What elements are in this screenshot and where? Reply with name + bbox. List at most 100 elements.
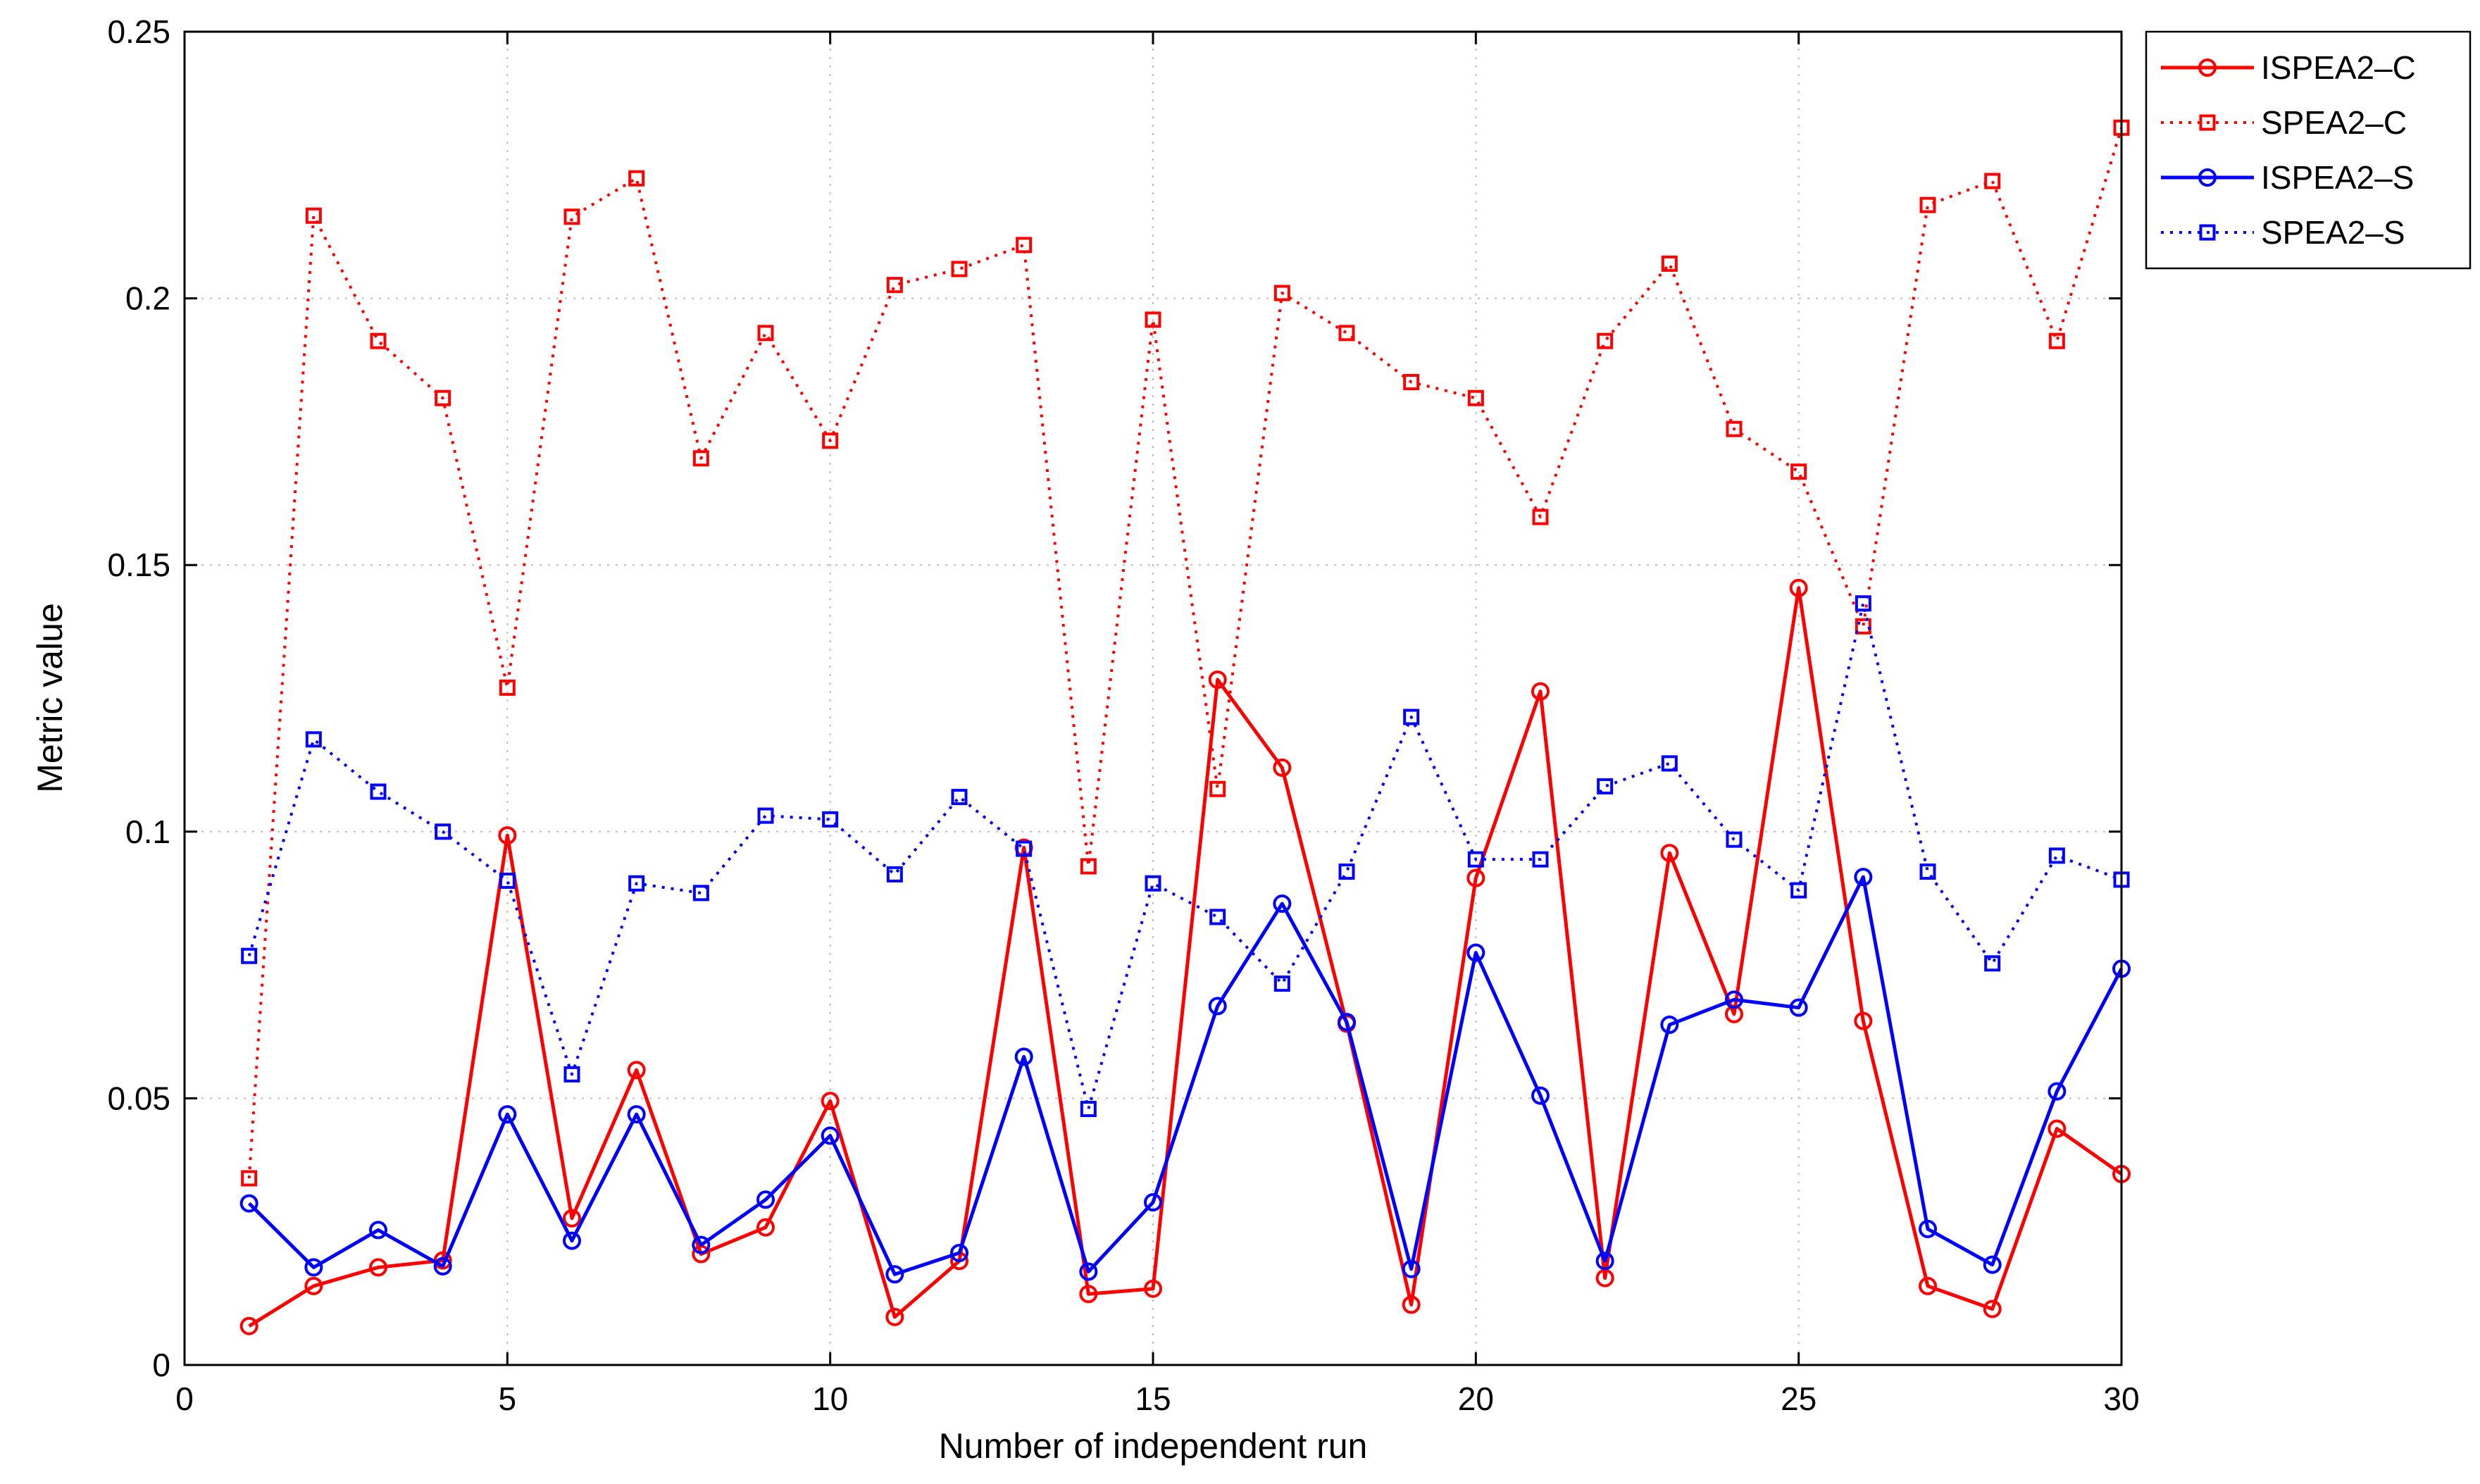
- legend-marker: [2198, 58, 2217, 77]
- data-point-ispea2-c: [1983, 1299, 2002, 1318]
- y-tick-label: 0.15: [107, 547, 170, 583]
- data-point-ispea2-s: [1660, 1015, 1679, 1034]
- data-point-ispea2-s: [1789, 998, 1808, 1017]
- data-point-ispea2-c: [1208, 670, 1227, 689]
- data-point-ispea2-s: [1466, 943, 1485, 962]
- data-point-ispea2-c: [1144, 1279, 1162, 1298]
- data-point-spea2-c: [1661, 255, 1678, 272]
- data-point-ispea2-c: [1789, 578, 1808, 597]
- data-point-ispea2-c: [304, 1276, 323, 1295]
- data-point-spea2-s: [1661, 755, 1678, 772]
- series-line-ispea2-s: [247, 875, 2124, 1276]
- data-point-spea2-s: [1855, 595, 1871, 612]
- data-point-spea2-s: [886, 866, 903, 883]
- data-point-spea2-s: [628, 875, 645, 892]
- data-point-spea2-s: [1467, 851, 1484, 868]
- data-point-ispea2-s: [239, 1194, 258, 1213]
- data-point-spea2-s: [822, 811, 839, 828]
- x-tick-label: 5: [499, 1380, 517, 1417]
- data-point-ispea2-c: [885, 1307, 904, 1326]
- axis-ticks: 0 5 10 15 20 25 30 0 0.05 0.1 0.15 0.2 0.25: [107, 13, 2139, 1417]
- data-point-ispea2-s: [1402, 1259, 1421, 1278]
- data-point-spea2-s: [435, 823, 451, 840]
- data-point-spea2-s: [1016, 840, 1033, 857]
- x-tick-label: 25: [1781, 1380, 1817, 1417]
- data-point-ispea2-c: [1466, 868, 1485, 887]
- data-point-spea2-s: [1338, 863, 1355, 880]
- data-point-spea2-c: [370, 332, 387, 349]
- data-point-spea2-c: [1726, 420, 1743, 437]
- data-point-spea2-s: [1984, 955, 2001, 972]
- data-point-ispea2-s: [2048, 1082, 2067, 1101]
- data-point-ispea2-c: [821, 1092, 840, 1111]
- data-point-spea2-s: [1273, 975, 1290, 992]
- data-point-spea2-c: [563, 208, 580, 225]
- data-point-ispea2-c: [1919, 1276, 1937, 1295]
- data-point-spea2-c: [2048, 332, 2065, 349]
- series-spea2-c: [241, 119, 2130, 1187]
- data-point-spea2-c: [886, 277, 903, 294]
- data-point-ispea2-c: [627, 1061, 646, 1080]
- data-point-spea2-s: [1790, 882, 1807, 899]
- data-point-spea2-s: [1726, 831, 1743, 848]
- series-ispea2-c: [239, 578, 2131, 1335]
- data-point-ispea2-s: [563, 1231, 581, 1250]
- data-point-spea2-s: [370, 783, 387, 800]
- data-point-ispea2-c: [369, 1258, 387, 1277]
- data-point-ispea2-c: [498, 826, 517, 845]
- grid-lines: [185, 32, 2121, 1365]
- legend-item-ispea2-c: ISPEA2–C: [2161, 49, 2416, 86]
- data-point-ispea2-s: [950, 1243, 968, 1262]
- series-line-ispea2-c: [248, 586, 2123, 1328]
- data-point-spea2-c: [1080, 858, 1097, 875]
- data-point-spea2-c: [499, 679, 516, 696]
- data-point-spea2-c: [1209, 780, 1226, 797]
- data-point-ispea2-s: [756, 1190, 775, 1209]
- data-point-ispea2-s: [369, 1221, 387, 1240]
- data-point-spea2-s: [1597, 778, 1614, 794]
- data-point-ispea2-c: [1402, 1295, 1421, 1314]
- data-point-spea2-c: [241, 1170, 258, 1187]
- data-point-spea2-c: [628, 170, 645, 187]
- data-point-ispea2-s: [1531, 1086, 1550, 1105]
- data-point-ispea2-s: [1919, 1219, 1937, 1238]
- data-point-ispea2-s: [692, 1235, 711, 1254]
- data-point-spea2-s: [1403, 709, 1420, 725]
- data-point-spea2-s: [305, 731, 322, 748]
- data-point-ispea2-s: [627, 1105, 646, 1124]
- data-point-ispea2-c: [563, 1209, 581, 1228]
- data-point-spea2-s: [692, 885, 709, 902]
- x-tick-label: 15: [1135, 1380, 1171, 1417]
- legend-item-spea2-s: SPEA2–S: [2161, 214, 2405, 251]
- data-point-spea2-c: [1919, 197, 1936, 213]
- data-point-spea2-c: [951, 261, 968, 278]
- data-point-ispea2-c: [239, 1316, 258, 1335]
- y-tick-label: 0.05: [107, 1080, 170, 1116]
- y-tick-label: 0: [152, 1347, 170, 1383]
- data-point-ispea2-s: [1338, 1013, 1356, 1032]
- data-point-ispea2-c: [756, 1218, 775, 1237]
- data-point-spea2-c: [1338, 325, 1355, 342]
- legend-marker: [2199, 224, 2216, 241]
- data-point-spea2-s: [1145, 875, 1161, 892]
- data-point-spea2-c: [1273, 285, 1290, 301]
- legend-marker: [2199, 114, 2216, 131]
- legend-label: SPEA2–C: [2261, 104, 2407, 141]
- data-point-ispea2-s: [1983, 1255, 2002, 1274]
- y-tick-label: 0.25: [107, 13, 170, 50]
- data-point-spea2-c: [692, 450, 709, 467]
- data-point-ispea2-s: [885, 1265, 904, 1284]
- data-point-spea2-s: [1532, 851, 1549, 868]
- data-point-ispea2-s: [1273, 894, 1292, 914]
- data-point-ispea2-c: [1531, 682, 1550, 701]
- data-point-spea2-s: [1080, 1101, 1097, 1118]
- data-point-spea2-s: [563, 1066, 580, 1083]
- data-point-spea2-c: [1016, 237, 1033, 254]
- data-point-ispea2-c: [1595, 1268, 1614, 1287]
- legend-label: ISPEA2–S: [2261, 159, 2414, 196]
- data-point-ispea2-s: [1208, 997, 1227, 1016]
- x-tick-label: 10: [812, 1380, 848, 1417]
- data-point-spea2-c: [1532, 509, 1549, 525]
- data-point-spea2-s: [241, 947, 258, 964]
